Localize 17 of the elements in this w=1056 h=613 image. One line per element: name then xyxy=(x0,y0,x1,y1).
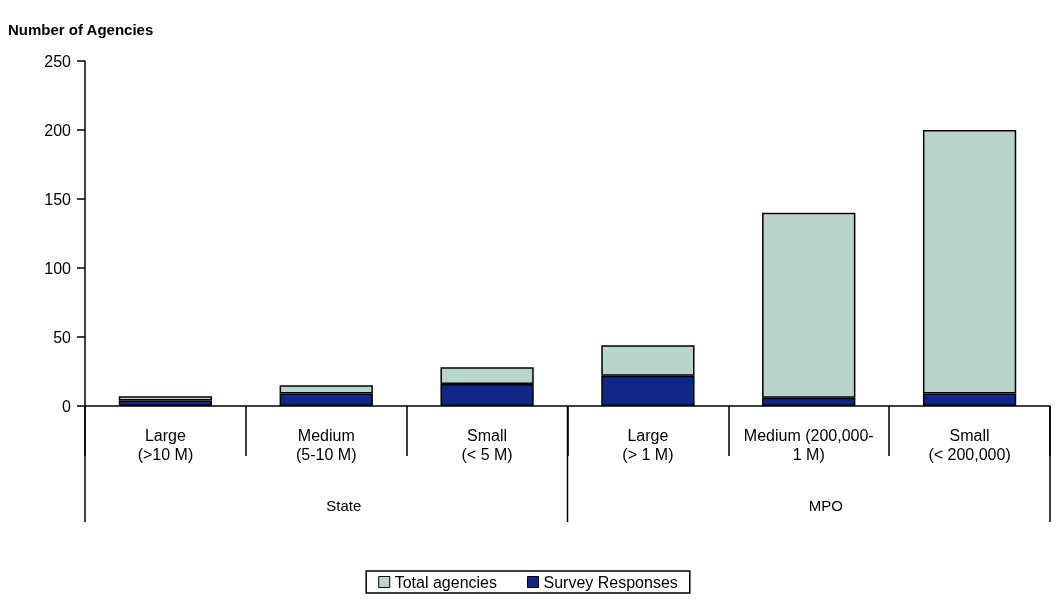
y-tick-label: 100 xyxy=(44,259,72,277)
x-tick-label: Large (> 1 M) xyxy=(622,427,674,463)
x-tick-label: Small (< 200,000) xyxy=(928,427,1011,463)
y-tick-label: 200 xyxy=(44,121,72,139)
y-axis-title: Number of Agencies xyxy=(8,21,154,38)
x-tick-label: Medium (5-10 M) xyxy=(296,427,357,463)
x-tick-label: Large (>10 M) xyxy=(137,427,194,463)
x-tick-label: Medium (200,000- 1 M) xyxy=(743,427,874,463)
y-tick-label: 150 xyxy=(44,190,72,208)
text: State xyxy=(326,497,362,514)
y-tick-label: 250 xyxy=(44,52,72,70)
x-tick-label: Small (< 5 M) xyxy=(461,427,513,463)
text: MPO xyxy=(808,497,843,514)
y-tick-label: 0 xyxy=(62,397,72,415)
legend-label: Survey Responses xyxy=(543,573,678,591)
y-tick-label: 50 xyxy=(53,328,72,346)
legend-label: Total agencies xyxy=(394,573,498,591)
